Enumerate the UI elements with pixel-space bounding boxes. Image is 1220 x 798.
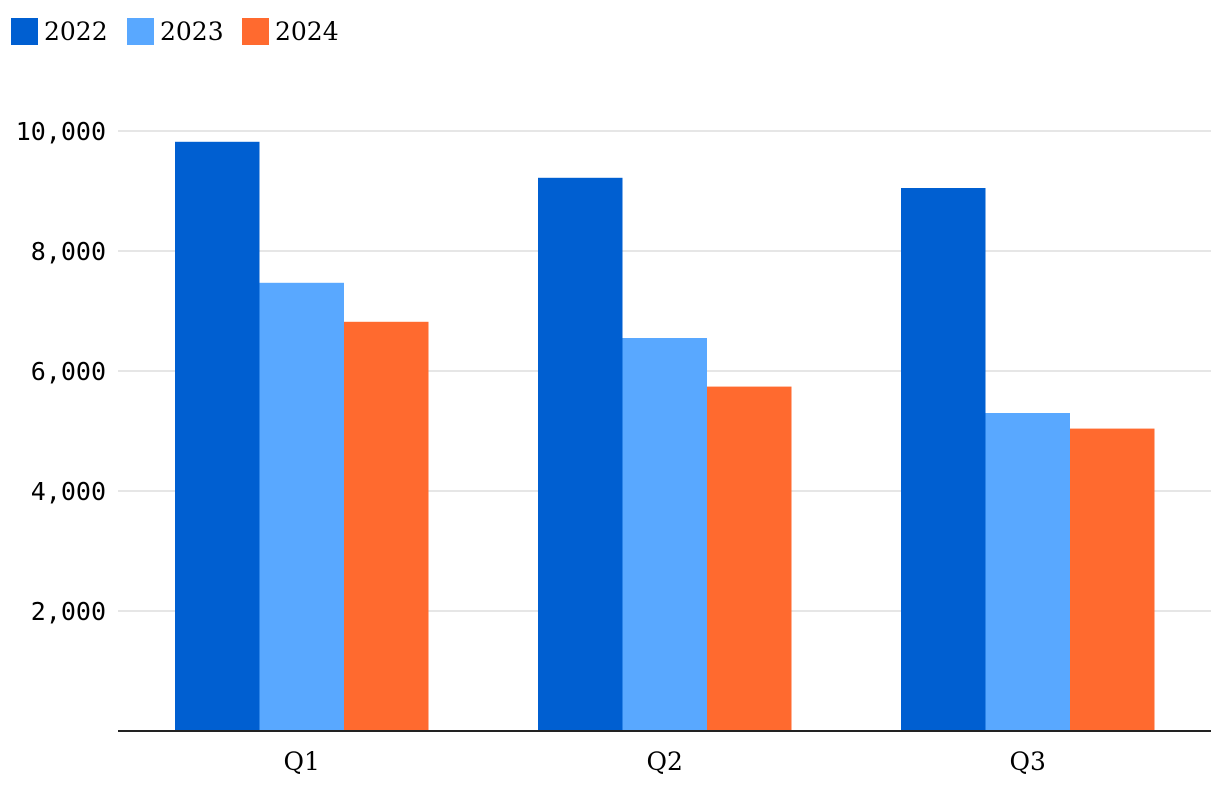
y-tick-label: 8,000: [31, 237, 106, 266]
x-tick-label-Q3: Q3: [1010, 747, 1046, 776]
legend: 2022 2023 2024: [11, 17, 339, 46]
x-tick-label-Q1: Q1: [284, 747, 320, 776]
bar-Q2-2022: [538, 177, 623, 732]
bar-Q3-2022: [901, 188, 986, 731]
legend-swatch-2022: [11, 18, 38, 45]
bar-Q2-2023: [622, 338, 707, 731]
bar-Q3-2024: [1070, 428, 1155, 731]
legend-label-2023: 2023: [160, 17, 224, 46]
y-tick-label: 6,000: [31, 357, 106, 386]
y-tick-label: 2,000: [31, 597, 106, 626]
y-tick-label: 4,000: [31, 477, 106, 506]
bar-Q1-2022: [175, 141, 260, 732]
legend-swatch-2024: [242, 18, 269, 45]
bar-Q2-2024: [707, 386, 792, 731]
bar-Q3-2023: [985, 413, 1070, 731]
y-tick-label: 10,000: [16, 117, 106, 146]
legend-label-2022: 2022: [44, 17, 108, 46]
x-axis: Q1 Q2 Q3: [284, 747, 1046, 776]
legend-label-2024: 2024: [275, 17, 339, 46]
y-axis: 2,000 4,000 6,000 8,000 10,000: [16, 117, 106, 626]
bars: [175, 141, 1155, 732]
bar-Q1-2023: [259, 282, 344, 731]
bar-Q1-2024: [344, 321, 429, 731]
x-tick-label-Q2: Q2: [647, 747, 683, 776]
legend-swatch-2023: [127, 18, 154, 45]
